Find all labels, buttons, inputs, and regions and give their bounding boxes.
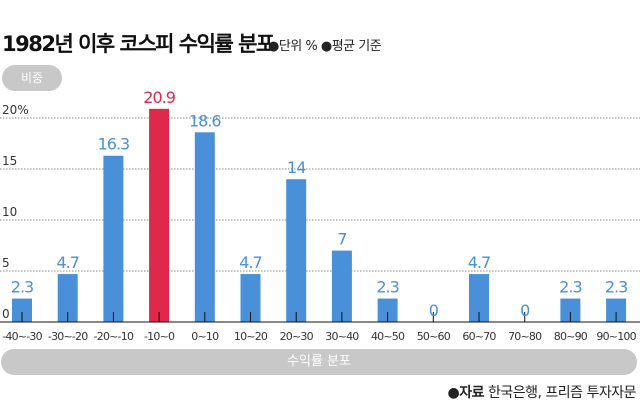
data-label: 0: [520, 301, 530, 320]
x-tick-label: -20~-10: [94, 330, 134, 343]
bar: [12, 298, 32, 322]
x-tick-label: 0~10: [191, 330, 219, 343]
x-axis-label: 수익률 분포: [1, 349, 637, 375]
data-label: 2.3: [605, 278, 627, 297]
chart-title: 1982년 이후 코스피 수익률 분포: [2, 32, 275, 56]
y-axis-label: 비중: [2, 65, 62, 91]
data-label: 18.6: [189, 111, 221, 130]
bar: [240, 274, 261, 322]
bar: [149, 108, 170, 322]
data-label: 4.7: [239, 253, 261, 272]
y-tick-label: 15: [2, 154, 17, 168]
x-tick-label: 50~60: [417, 330, 451, 343]
bar: [103, 155, 124, 322]
bar: [57, 274, 78, 322]
source-note: ●자료 한국은행, 프리즘 투자자문: [447, 382, 637, 402]
data-label: 2.3: [11, 278, 33, 297]
data-label: 0: [429, 301, 439, 320]
data-label: 4.7: [56, 253, 78, 272]
x-tick-label: 40~50: [371, 330, 405, 343]
bar: [560, 298, 581, 322]
x-tick-label: 80~90: [554, 330, 588, 343]
x-tick-label: -10~0: [144, 330, 175, 343]
bar: [469, 274, 489, 322]
bar: [377, 298, 398, 322]
source-text: 한국은행, 프리즘 투자자문: [487, 385, 637, 401]
data-label: 20.9: [143, 88, 175, 107]
y-tick-label: 20%: [2, 103, 29, 117]
x-tick-label: -30~-20: [48, 330, 88, 343]
x-tick-label: 60~70: [462, 330, 496, 343]
bar: [606, 298, 627, 322]
x-tick-label: 10~20: [234, 330, 268, 343]
bar: [286, 179, 307, 322]
bar: [331, 250, 352, 322]
x-tick-label: 70~80: [508, 330, 542, 343]
x-tick-label: -40~-30: [2, 330, 42, 343]
data-label: 16.3: [98, 135, 130, 154]
y-tick-label: 0: [2, 307, 10, 321]
bar: [194, 132, 215, 322]
chart-subtitle: ●단위 % ●평균 기준: [268, 39, 382, 54]
data-label: 14: [287, 158, 306, 177]
y-tick-label: 5: [2, 256, 10, 270]
data-label: 2.3: [376, 278, 398, 297]
x-tick-label: 30~40: [325, 330, 359, 343]
data-label: 7: [337, 230, 346, 249]
y-tick-label: 10: [2, 205, 17, 219]
data-label: 2.3: [559, 278, 581, 297]
data-label: 4.7: [468, 253, 490, 272]
source-label: ●자료: [447, 385, 485, 401]
x-tick-label: 90~100: [596, 330, 636, 343]
x-tick-label: 20~30: [280, 330, 314, 343]
